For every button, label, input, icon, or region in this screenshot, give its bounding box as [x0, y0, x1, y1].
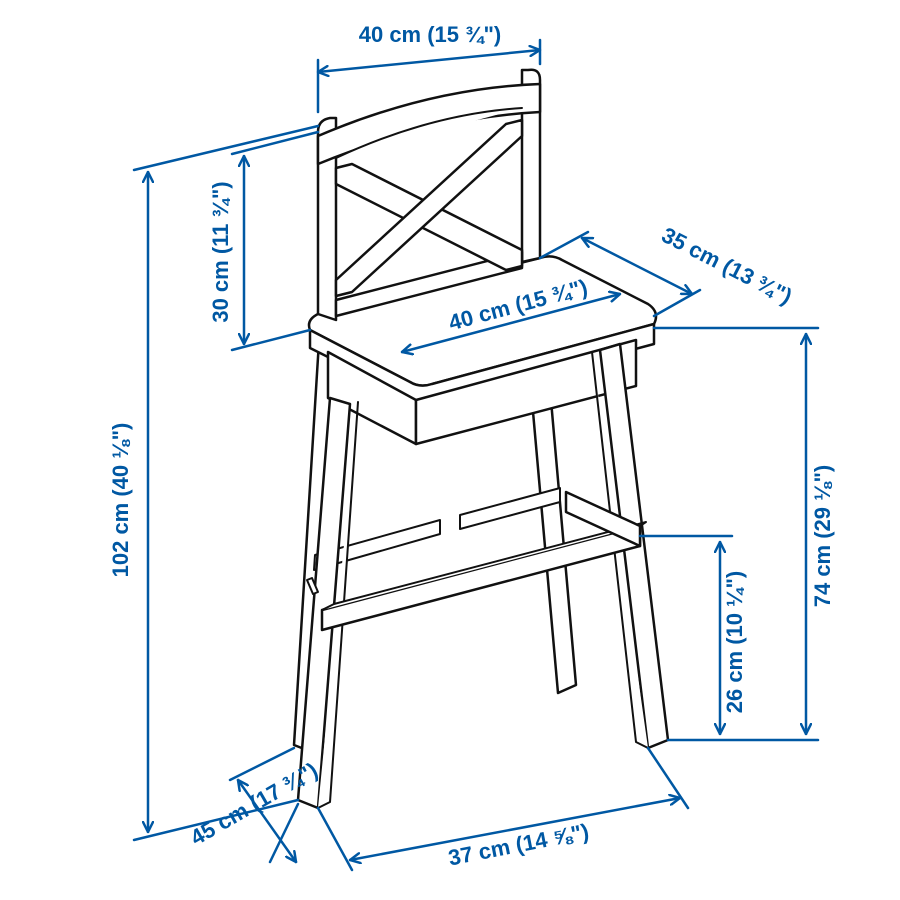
dim-foot-width-label: 37 cm (14 ⅝")	[446, 819, 591, 871]
dimension-diagram: 40 cm (15 ¾") 30 cm (11 ¾") 102 cm (40 ⅛…	[0, 0, 900, 900]
dim-seat-depth-label: 35 cm (13 ¾")	[658, 222, 796, 309]
dim-top-width-label: 40 cm (15 ¾")	[359, 22, 502, 47]
dim-foot-depth: 45 cm (17 ¾")	[186, 748, 322, 862]
dim-footrest-height-label: 26 cm (10 ¼")	[722, 571, 747, 714]
dim-back-height-label: 30 cm (11 ¾")	[208, 181, 233, 322]
dim-foot-width: 37 cm (14 ⅝")	[318, 748, 688, 871]
dim-back-height: 30 cm (11 ¾")	[208, 132, 318, 350]
dim-seat-height-label: 74 cm (29 ⅛")	[810, 465, 835, 608]
dim-overall-height-label: 102 cm (40 ⅛")	[108, 423, 133, 578]
stool-drawing	[294, 70, 668, 808]
dim-foot-depth-label: 45 cm (17 ¾")	[186, 757, 322, 850]
